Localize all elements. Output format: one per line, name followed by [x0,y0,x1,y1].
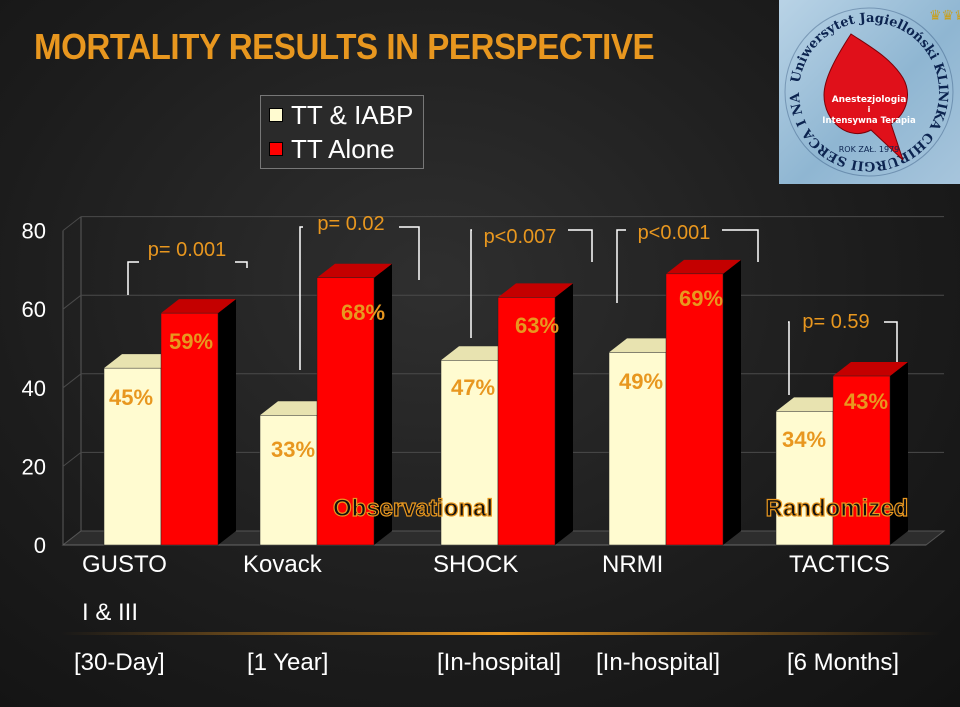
bar-tt-alone-top [833,362,908,377]
bar-tt-iabp [103,367,162,546]
p-value-label: p= 0.001 [148,239,226,261]
crown-icon: ♛♛♛ [929,8,960,24]
x-period-label: [30-Day] [74,649,165,676]
bar-tt-alone-side [374,263,392,545]
bar-tt-iabp [259,415,318,546]
bar-tt-alone-top [498,283,573,298]
legend-item-tt-alone: TT Alone [269,134,395,164]
legend-swatch-cream [269,108,283,122]
data-label: 68% [341,300,385,325]
data-label: 47% [451,375,495,400]
legend-item-tt-iabp: TT & IABP [269,100,413,130]
university-logo: Uniwersytet Jagielloński KLINIKA CHIRURG… [773,0,960,184]
p-value-label: p<0.001 [638,222,711,244]
bar-tt-iabp [440,360,499,546]
y-tick-label: 80 [22,219,46,244]
bar-tt-iabp-top [104,354,179,369]
data-label: 34% [782,427,826,452]
separator-line [60,632,940,635]
bar-tt-alone-side [218,299,236,545]
bar-tt-alone [665,273,724,546]
data-label: 45% [109,385,153,410]
bar-tt-alone-side [890,362,908,545]
x-category-label: I & III [82,599,138,626]
logo-text-line2: i [868,105,871,114]
gridline-side [62,216,82,231]
legend-label: TT & IABP [291,99,414,130]
logo-text-line3: Intensywna Terapia [822,116,916,126]
p-value-bracket [470,229,472,338]
x-category-label: GUSTO [82,551,167,578]
p-value-label: p= 0.02 [317,213,384,235]
gridline-side [62,373,82,389]
bar-tt-iabp-top [441,346,516,361]
bar-tt-alone-top [666,259,741,274]
data-label: 59% [169,329,213,354]
logo-text-line1: Anestezjologia [832,95,907,105]
p-value-label: p= 0.59 [802,311,869,333]
annotation-observational: Observational [333,495,493,522]
p-value-bracket [884,321,898,362]
x-period-label: [In-hospital] [596,649,720,676]
p-value-bracket [235,261,248,268]
bar-tt-iabp [608,352,667,546]
logo-year: ROK ZAŁ. 1979 [839,145,900,154]
data-label: 43% [844,389,888,414]
x-category-label: NRMI [602,551,663,578]
x-period-label: [6 Months] [787,649,899,676]
bar-tt-alone [832,375,891,546]
bar-tt-iabp-top [776,397,851,412]
x-category-label: TACTICS [789,551,890,578]
x-period-label: [1 Year] [247,649,328,676]
bar-tt-alone-side [723,259,741,545]
chart-legend: TT & IABP TT Alone [260,95,424,169]
bar-tt-alone-side [555,283,573,545]
bar-tt-alone-top [161,299,236,314]
bar-tt-iabp-top [609,338,684,353]
gridline-side [62,452,82,467]
bar-tt-iabp [775,411,834,546]
bar-chart: 0 20 40 60 80 45% 59% 33% 68% 47% 63% 49% 69% 34% 43% p… [22,213,946,676]
p-value-bracket [399,226,420,280]
legend-label: TT Alone [291,133,395,164]
chart-labels: 0 20 40 60 80 45% 59% 33% 68% 47% 63% 49% 69% 34% 43% p… [22,213,940,676]
y-tick-label: 20 [22,454,46,479]
p-value-bracket [722,229,759,262]
bar-tt-alone [160,312,219,546]
data-label: 69% [679,286,723,311]
data-label: 63% [515,313,559,338]
p-value-bracket [616,229,626,303]
bar-tt-alone-top [317,263,392,278]
chart-bars [103,259,908,546]
annotation-randomized: Randomized [766,495,909,522]
p-value-bracket [568,229,593,262]
bar-tt-alone [316,277,375,546]
y-tick-label: 0 [34,533,46,558]
bar-tt-alone [497,297,556,546]
x-category-label: SHOCK [433,551,518,578]
p-value-bracket [127,261,139,295]
x-category-label: Kovack [243,551,323,578]
data-label: 33% [271,437,315,462]
gridline-side [62,294,82,310]
legend-swatch-red [269,142,283,156]
slide-title: MORTALITY RESULTS IN PERSPECTIVE [34,26,655,67]
x-period-label: [In-hospital] [437,649,561,676]
p-value-bracket [788,321,790,395]
y-tick-label: 40 [22,376,46,401]
bar-tt-iabp-top [260,401,335,416]
p-value-bracket [299,226,303,370]
p-value-label: p<0.007 [484,226,557,248]
y-tick-label: 60 [22,297,46,322]
data-label: 49% [619,369,663,394]
